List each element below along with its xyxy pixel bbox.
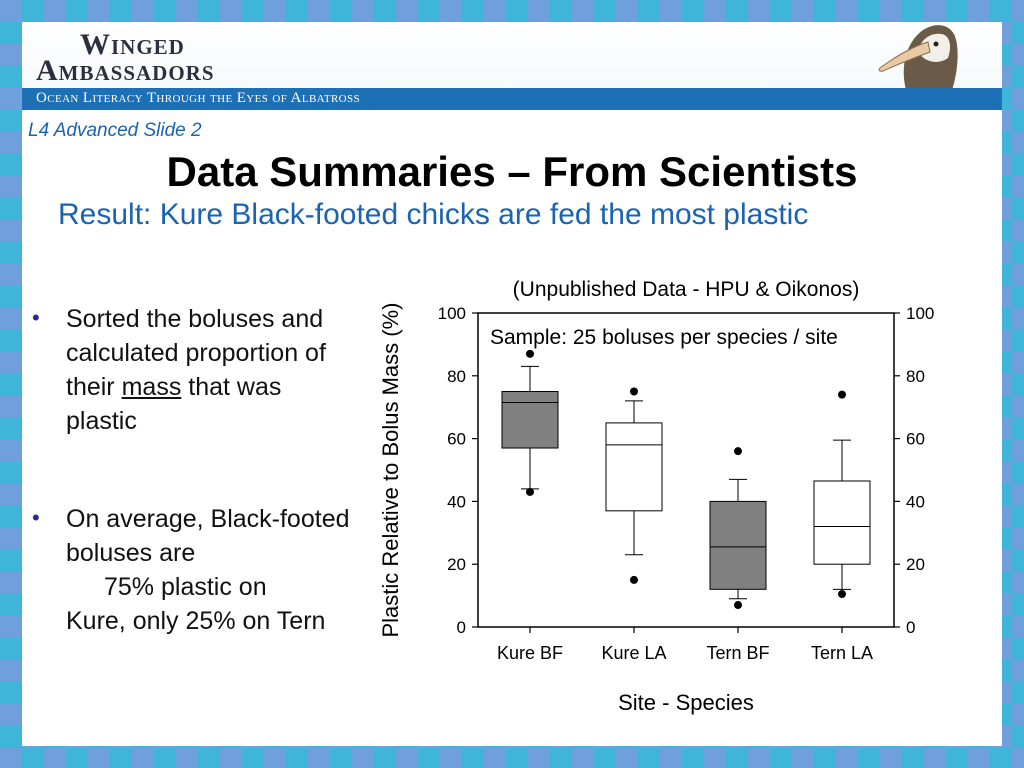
bullet-text: On average, Black-footed boluses are 75%… xyxy=(66,502,356,638)
boxplot-chart: 0 0 20 20 40 40 60 60 80 80 100 100 Kure BF Kure LA Te… xyxy=(378,278,934,715)
outlier-point xyxy=(526,487,534,496)
y-tick-label: 60 xyxy=(447,430,466,449)
box-tern-la xyxy=(813,480,871,565)
bullet-dot-icon: • xyxy=(32,305,40,330)
y-tick-label-right: 0 xyxy=(906,618,915,637)
y-tick-label: 20 xyxy=(447,555,466,574)
albatross-icon xyxy=(878,25,958,90)
y-tick-label-right: 100 xyxy=(906,304,934,323)
outlier-point xyxy=(734,601,742,610)
outlier-point xyxy=(838,590,846,599)
bullet-line: 75% plastic on xyxy=(104,573,267,601)
bullet-line: On average, Black-footed boluses are xyxy=(66,505,350,567)
logo-line1: Winged xyxy=(80,28,185,61)
slide-label: L4 Advanced Slide 2 xyxy=(28,120,202,141)
y-tick-label-right: 40 xyxy=(906,492,925,511)
bullet-text: Sorted the boluses and calculated propor… xyxy=(66,302,356,438)
y-tick-label: 100 xyxy=(438,304,466,323)
slide: Winged Ambassadors Ocean Literacy Throug… xyxy=(22,22,1002,746)
outlier-point xyxy=(526,349,534,358)
x-tick-label: Kure BF xyxy=(497,643,563,663)
outlier-point xyxy=(734,447,742,456)
tagline: Ocean Literacy Through the Eyes of Albat… xyxy=(36,90,361,106)
page-title: Data Summaries – From Scientists xyxy=(166,148,858,195)
y-tick-label: 80 xyxy=(447,367,466,386)
y-tick-label: 40 xyxy=(447,492,466,511)
y-tick-label-right: 20 xyxy=(906,555,925,574)
box-kure-la xyxy=(605,422,663,512)
x-tick-label: Kure LA xyxy=(601,643,666,663)
plot-frame xyxy=(477,312,895,628)
x-tick-label: Tern BF xyxy=(706,643,769,663)
chart-annotation: Sample: 25 boluses per species / site xyxy=(490,326,838,349)
outlier-point xyxy=(630,575,638,584)
outlier-point xyxy=(838,390,846,399)
x-axis-label: Site - Species xyxy=(618,690,754,715)
logo-line2: Ambassadors xyxy=(36,54,215,87)
result-subtitle: Result: Kure Black-footed chicks are fed… xyxy=(58,198,809,231)
box-tern-bf xyxy=(709,500,767,590)
y-tick-label-right: 80 xyxy=(906,367,925,386)
y-tick-label: 0 xyxy=(457,618,466,637)
tagline-bar: Ocean Literacy Through the Eyes of Albat… xyxy=(22,88,1002,110)
chart-title: (Unpublished Data - HPU & Oikonos) xyxy=(513,278,860,301)
x-tick-label: Tern LA xyxy=(811,643,873,663)
y-tick-label-right: 60 xyxy=(906,430,925,449)
bullet-text-part: that was plastic xyxy=(66,373,282,435)
outlier-point xyxy=(630,387,638,396)
bullet-underlined-word: mass xyxy=(121,373,182,401)
bullet-text-part: Sorted the boluses and calculated propor… xyxy=(66,305,326,401)
y-axis-label: Plastic Relative to Bolus Mass (%) xyxy=(378,303,403,638)
bullet-dot-icon: • xyxy=(32,505,40,530)
box-kure-bf xyxy=(501,391,559,449)
bullet-line: Kure, only 25% on Tern xyxy=(66,607,326,635)
